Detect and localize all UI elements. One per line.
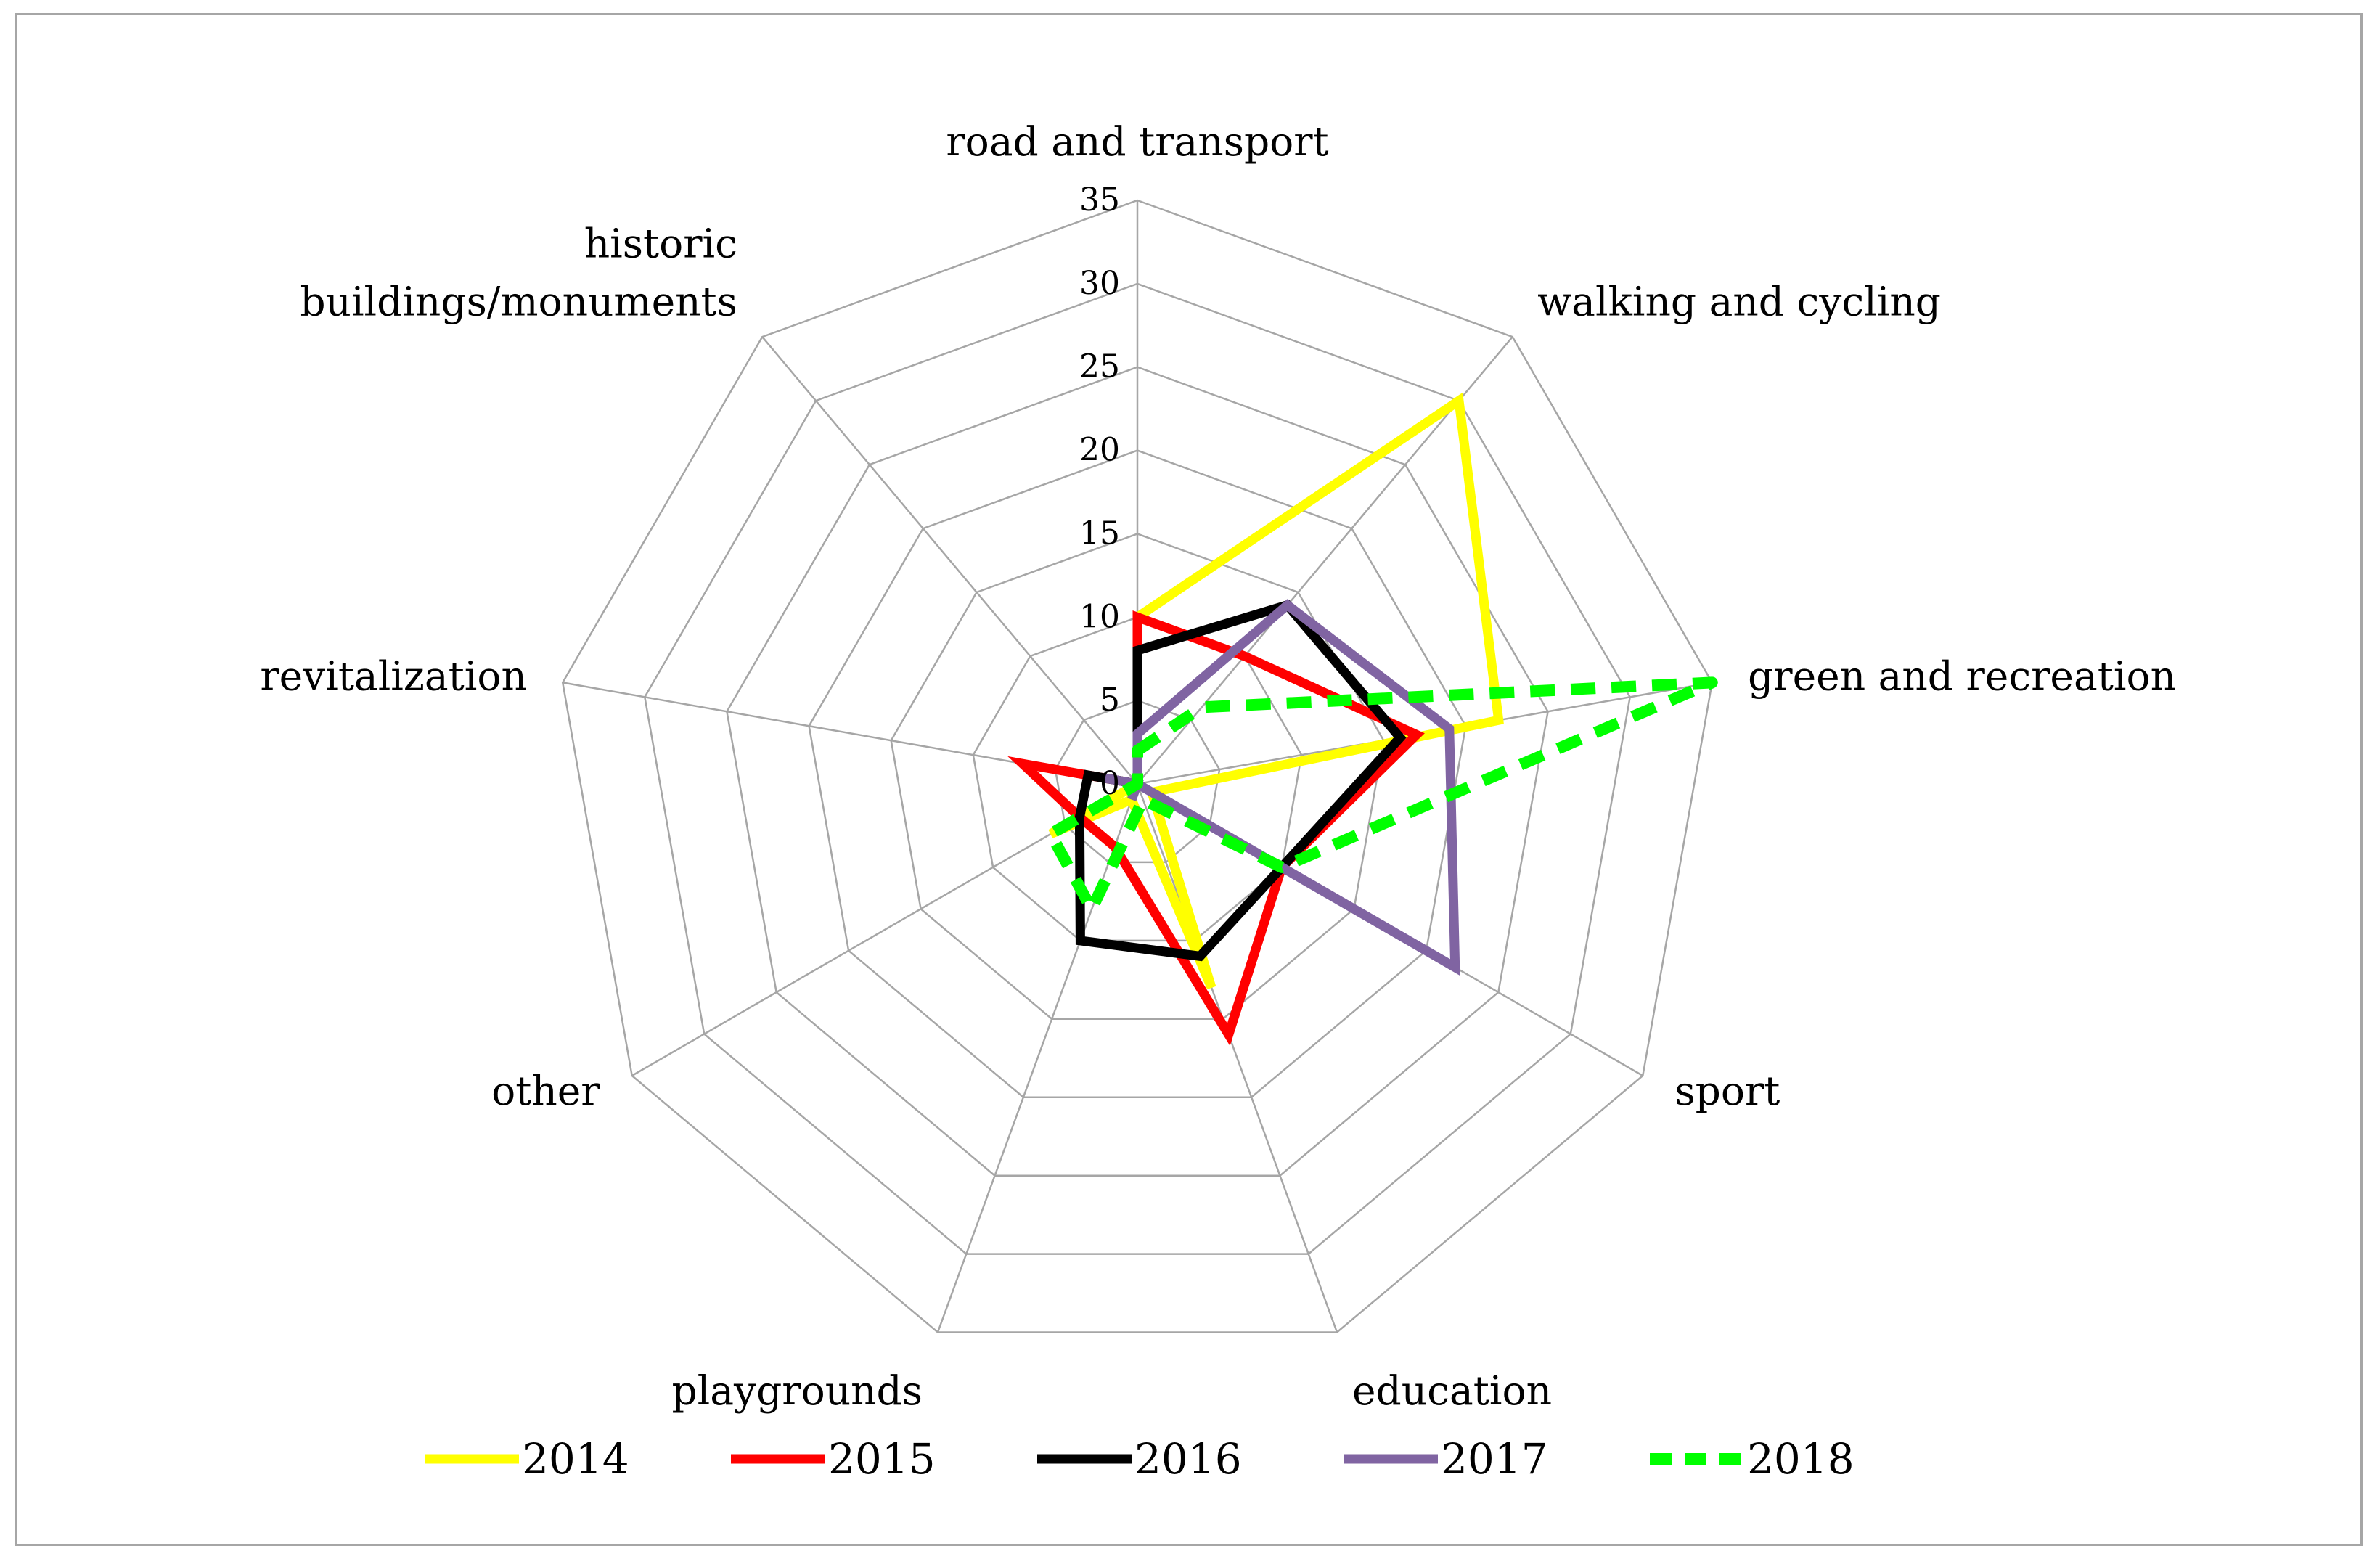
axis-label-line: walking and cycling <box>1537 278 1941 324</box>
grid-ring-5 <box>1054 699 1221 864</box>
axis-label-line: road and transport <box>946 118 1328 165</box>
axis-label-line: historic <box>584 220 737 266</box>
tick-label-30: 30 <box>1079 265 1120 302</box>
axis-label-4: education <box>1352 1367 1552 1414</box>
legend-item-2016: 2016 <box>1037 1434 1242 1484</box>
axis-label-line: other <box>491 1068 600 1114</box>
tick-label-5: 5 <box>1100 682 1120 719</box>
tick-label-20: 20 <box>1079 432 1120 469</box>
legend-label: 2017 <box>1441 1434 1548 1484</box>
axis-spoke <box>761 336 1138 785</box>
legend-label: 2015 <box>828 1434 936 1484</box>
axis-label-0: road and transport <box>946 118 1328 165</box>
axis-spoke <box>1136 783 1338 1333</box>
axis-label-line: education <box>1352 1367 1552 1414</box>
axis-label-1: walking and cycling <box>1537 278 1941 324</box>
legend-label: 2016 <box>1134 1434 1242 1484</box>
grid-ring-10 <box>972 616 1303 942</box>
axis-label-line: sport <box>1674 1068 1780 1114</box>
axis-label-8: historic buildings/monuments <box>300 220 737 324</box>
series-line-2018 <box>1044 676 1718 915</box>
axis-label-6: other <box>491 1068 600 1114</box>
legend-item-2018: 2018 <box>1650 1434 1854 1484</box>
axis-label-2: green and recreation <box>1748 653 2176 700</box>
legend-item-2014: 2014 <box>425 1434 629 1484</box>
legend-label: 2018 <box>1747 1434 1854 1484</box>
tick-label-0: 0 <box>1100 765 1120 802</box>
grid-ring-25 <box>726 366 1549 1177</box>
legend-item-2015: 2015 <box>731 1434 936 1484</box>
grid-ring-20 <box>808 449 1467 1098</box>
chart-frame <box>15 13 2363 1546</box>
legend-item-2017: 2017 <box>1344 1434 1548 1484</box>
axis-label-5: playgrounds <box>671 1367 923 1414</box>
category-axis-labels: road and transport walking and cycling gre… <box>260 118 2176 1414</box>
tick-label-10: 10 <box>1079 598 1120 635</box>
legend-label: 2014 <box>522 1434 629 1484</box>
axis-label-7: revitalization <box>260 653 527 700</box>
axis-label-3: sport <box>1674 1068 1780 1114</box>
axis-label-line: playgrounds <box>671 1367 923 1414</box>
axis-spoke <box>936 783 1139 1333</box>
radar-series <box>1007 392 1718 1047</box>
tick-label-15: 15 <box>1079 515 1120 552</box>
grid-ring-35 <box>561 199 1714 1333</box>
axis-label-line: buildings/monuments <box>300 278 737 324</box>
axis-label-line: green and recreation <box>1748 653 2176 700</box>
tick-label-35: 35 <box>1079 181 1120 218</box>
axis-label-line: revitalization <box>260 653 527 700</box>
tick-label-25: 25 <box>1079 348 1120 385</box>
radial-tick-labels: 0 5 10 15 20 25 30 35 <box>1079 181 1120 802</box>
legend: 2014 2015 2016 2017 2018 <box>425 1434 1854 1484</box>
grid-ring-30 <box>643 282 1632 1255</box>
